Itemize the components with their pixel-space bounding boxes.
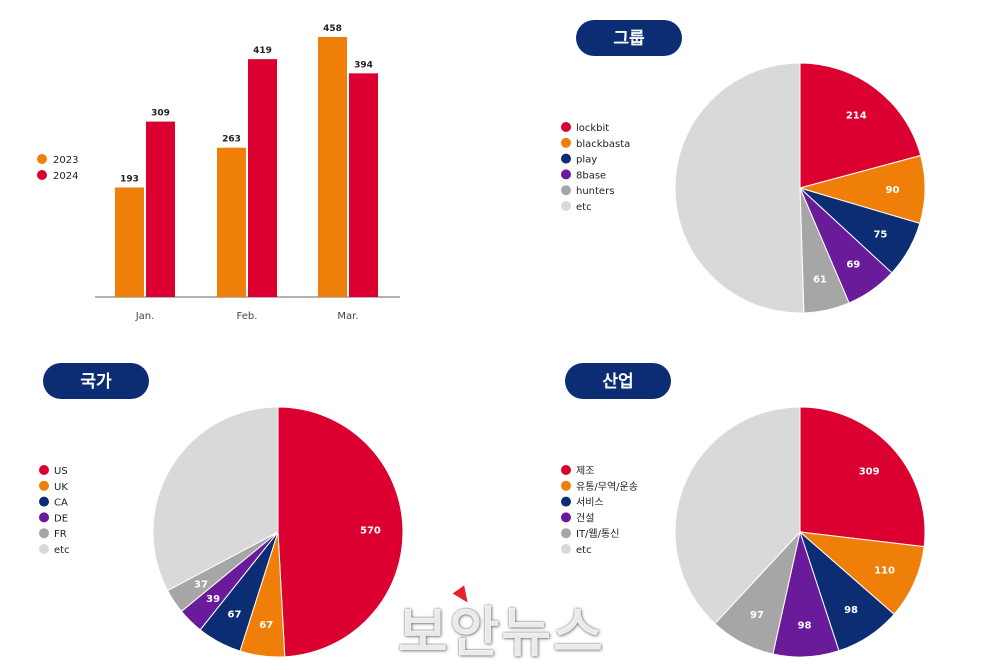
pie-legend-dot <box>561 185 571 196</box>
bar-legend-label: 2023 <box>53 155 78 166</box>
pie-data-label: 69 <box>846 260 860 271</box>
pie-legend-label: 8base <box>576 170 606 181</box>
pie-slice-1-5 <box>674 62 805 314</box>
pie-data-label: 39 <box>206 594 220 605</box>
pie-data-label: 37 <box>194 579 208 590</box>
bar-data-label: 263 <box>222 135 241 145</box>
pie-legend-dot <box>561 465 571 475</box>
pie-data-label: 67 <box>227 610 241 621</box>
bar-x-tick-label: Mar. <box>337 311 358 322</box>
pie-data-label: 98 <box>798 620 812 631</box>
bar-x-tick-label: Jan. <box>135 311 155 322</box>
watermark-text: 보안뉴스 <box>398 601 605 664</box>
pie-slice-3-1 <box>798 531 925 615</box>
pie-legend-dot <box>561 169 571 180</box>
bar-data-label: 458 <box>323 24 342 34</box>
pie-legend-label: US <box>54 466 68 477</box>
pie-data-label: 61 <box>813 274 827 285</box>
pie-legend-label: 제조 <box>576 465 594 477</box>
pie-legend-label: etc <box>576 202 592 213</box>
pie-legend-label: etc <box>576 545 592 556</box>
pie-data-label: 75 <box>873 230 887 241</box>
pie-data-label: 214 <box>846 111 867 122</box>
pie-legend-label: hunters <box>576 186 614 197</box>
pie-legend-dot <box>561 544 571 554</box>
pie-legend-dot <box>39 480 49 491</box>
pie-legend-label: IT/웹/통신 <box>576 528 619 540</box>
pie-data-label: 110 <box>874 566 895 577</box>
chart-title-badge <box>43 363 149 399</box>
pie-legend-dot <box>39 512 49 523</box>
pie-data-label: 67 <box>259 620 273 631</box>
pie-data-label: 98 <box>844 605 858 616</box>
pie-legend-label: blackbasta <box>576 139 630 150</box>
pie-legend-label: etc <box>54 545 70 556</box>
bar-2024-mar <box>349 73 378 297</box>
bar-x-tick-label: Feb. <box>237 311 258 322</box>
legend-dot-2023 <box>37 154 47 164</box>
pie-slice-2-0 <box>277 406 404 658</box>
bar-2023-mar <box>318 37 347 297</box>
pie-data-label: 90 <box>886 185 900 196</box>
bar-2023-jan <box>115 187 144 297</box>
pie-slice-2-5 <box>152 406 279 592</box>
pie-legend-dot <box>39 528 49 539</box>
pie-legend-label: UK <box>54 482 68 493</box>
chart-title: 국가 <box>80 372 112 392</box>
pie-legend-dot <box>561 512 571 523</box>
pie-legend-label: 서비스 <box>576 497 604 509</box>
pie-slice-3-0 <box>799 406 926 548</box>
pie-legend-label: CA <box>54 498 68 509</box>
pie-legend-dot <box>561 137 571 148</box>
bar-data-label: 419 <box>253 46 272 56</box>
bar-2024-jan <box>146 121 175 298</box>
bar-2023-feb <box>217 147 246 297</box>
pie-legend-label: DE <box>54 513 68 524</box>
pie-legend-dot <box>561 201 571 211</box>
bar-legend-label: 2024 <box>53 171 78 182</box>
bar-data-label: 394 <box>354 60 373 70</box>
pie-legend-label: FR <box>54 529 67 540</box>
pie-legend-label: 유통/무역/운송 <box>576 481 638 493</box>
pie-legend-dot <box>561 122 571 132</box>
pie-legend-dot <box>39 496 49 507</box>
pie-legend-dot <box>561 153 571 164</box>
pie-legend-dot <box>39 465 49 475</box>
chart-title-badge <box>565 363 671 399</box>
chart-title: 그룹 <box>613 29 645 49</box>
pie-slice-1-0 <box>799 62 922 189</box>
pie-legend-label: lockbit <box>576 123 609 134</box>
pie-legend-label: 건설 <box>576 512 594 524</box>
bar-2024-feb <box>248 59 277 297</box>
bar-data-label: 193 <box>120 174 139 184</box>
chart-title-badge <box>576 20 682 56</box>
pie-data-label: 309 <box>859 467 880 478</box>
pie-legend-label: play <box>576 155 597 166</box>
chart-title: 산업 <box>602 372 633 392</box>
pie-data-label: 97 <box>750 610 764 621</box>
pie-legend-dot <box>561 528 571 539</box>
legend-dot-2024 <box>37 170 47 180</box>
bar-data-label: 309 <box>151 109 170 119</box>
pie-legend-dot <box>561 480 571 491</box>
pie-legend-dot <box>561 496 571 507</box>
pie-data-label: 570 <box>360 525 381 536</box>
pie-slice-3-5 <box>674 406 801 625</box>
pie-legend-dot <box>39 544 49 554</box>
